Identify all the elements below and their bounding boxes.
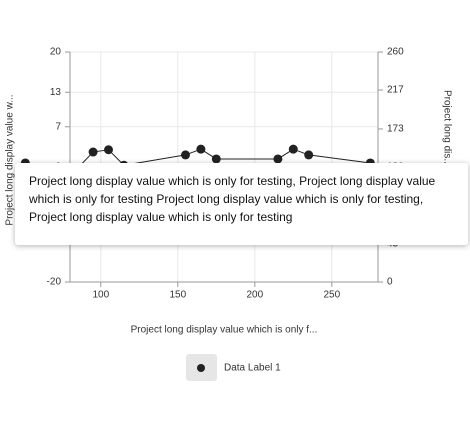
data-point	[196, 144, 206, 154]
y-tick-label: -20	[47, 277, 62, 288]
y-tick-label: 13	[50, 87, 62, 98]
y2-tick-label: 260	[387, 47, 404, 58]
legend-marker	[197, 364, 205, 372]
data-point	[211, 154, 221, 164]
data-point	[304, 150, 314, 160]
data-point	[104, 145, 113, 155]
legend-label[interactable]: Data Label 1	[224, 363, 281, 374]
y2-tick-label: 0	[387, 277, 393, 288]
x-tick-label: 250	[323, 290, 340, 301]
y2-tick-label: 173	[387, 124, 404, 135]
y-tick-label: 20	[50, 47, 62, 58]
data-point	[88, 147, 98, 157]
x-tick-label: 150	[169, 290, 186, 301]
x-axis-label: Project long display value which is only…	[131, 325, 318, 336]
data-point	[181, 150, 190, 160]
y2-tick-label: 217	[387, 85, 404, 96]
x-tick-label: 200	[246, 290, 263, 301]
x-tick-label: 100	[92, 290, 109, 301]
data-point	[288, 144, 298, 154]
tooltip: Project long display value which is only…	[15, 163, 468, 245]
y2-axis-label: Project long dis...	[441, 90, 452, 167]
y-axis-label: Project long display value w...	[5, 94, 16, 225]
y-tick-label: 7	[55, 121, 61, 132]
data-point	[273, 154, 283, 164]
